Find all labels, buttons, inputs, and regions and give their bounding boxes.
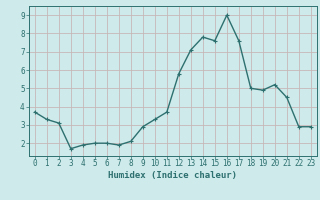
X-axis label: Humidex (Indice chaleur): Humidex (Indice chaleur) xyxy=(108,171,237,180)
